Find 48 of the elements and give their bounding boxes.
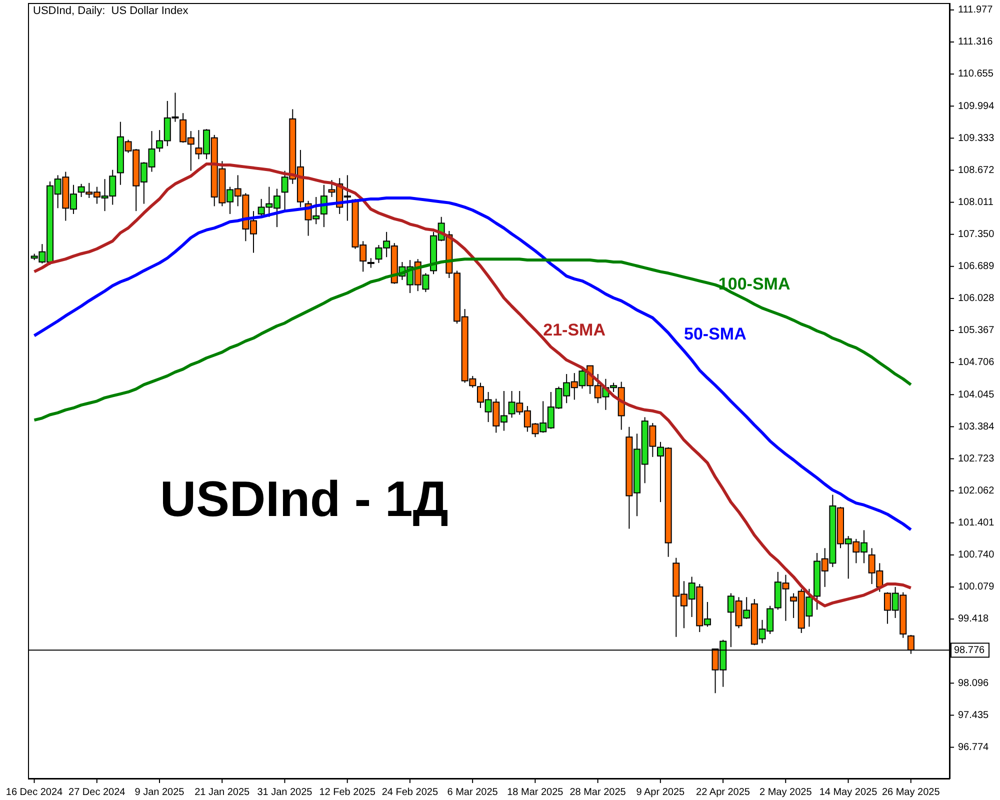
y-tick-label: 109.994 [958, 100, 995, 112]
x-tick-label: 6 Mar 2025 [447, 787, 498, 798]
x-tick-label: 9 Apr 2025 [636, 787, 686, 798]
y-tick-label: 100.740 [958, 550, 995, 561]
x-tick-label: 16 Dec 2024 [6, 787, 64, 798]
y-tick-label: 111.316 [958, 36, 994, 48]
y-tick-label: 98.096 [958, 678, 990, 689]
candlestick [367, 258, 374, 268]
y-tick-label: 107.350 [958, 228, 995, 240]
ref-line-label: 98.776 [954, 644, 986, 656]
y-tick-label: 102.723 [958, 453, 995, 464]
y-tick-label: 110.655 [958, 68, 994, 80]
x-tick-label: 21 Jan 2025 [194, 787, 250, 798]
chart-title: USDInd, Daily: US Dollar Index [33, 5, 188, 17]
y-tick-label: 108.011 [958, 196, 994, 208]
x-tick-label: 28 Mar 2025 [570, 787, 626, 798]
y-tick-label: 99.418 [958, 614, 990, 625]
line-series [32, 162, 912, 608]
y-tick-label: 102.062 [958, 485, 995, 496]
line-series [32, 258, 912, 422]
y-tick-label: 104.706 [958, 357, 995, 368]
y-tick-label: 97.435 [958, 710, 990, 721]
series-label: 21-SMA [543, 320, 606, 340]
x-tick-label: 2 May 2025 [760, 787, 812, 798]
x-tick-label: 22 Apr 2025 [696, 787, 750, 798]
y-tick-label: 109.333 [958, 132, 995, 144]
y-tick-label: 100.079 [958, 582, 995, 593]
line-series [32, 196, 912, 532]
y-tick-label: 104.045 [958, 389, 995, 400]
y-tick-label: 103.384 [958, 421, 995, 432]
y-tick-label: 96.774 [958, 742, 990, 753]
x-tick-label: 18 Mar 2025 [507, 787, 564, 798]
y-tick-label: 106.689 [958, 261, 995, 272]
y-tick-label: 105.367 [958, 325, 995, 336]
y-tick-label: 101.401 [958, 518, 995, 529]
x-tick-label: 9 Jan 2025 [134, 787, 185, 798]
x-tick-label: 27 Dec 2024 [68, 787, 126, 798]
x-tick-label: 12 Feb 2025 [319, 787, 376, 798]
annotation: USDInd - 1Д [160, 470, 448, 528]
x-tick-label: 26 May 2025 [882, 787, 940, 798]
y-tick-label: 106.028 [958, 293, 995, 304]
y-tick-label: 108.672 [958, 164, 995, 176]
series-label: 100-SMA [718, 274, 790, 294]
y-tick-label: 111.977 [958, 4, 994, 16]
series-label: 50-SMA [684, 324, 746, 344]
x-tick-label: 31 Jan 2025 [257, 787, 313, 798]
x-tick-label: 14 May 2025 [819, 787, 878, 798]
x-tick-label: 24 Feb 2025 [382, 787, 438, 798]
